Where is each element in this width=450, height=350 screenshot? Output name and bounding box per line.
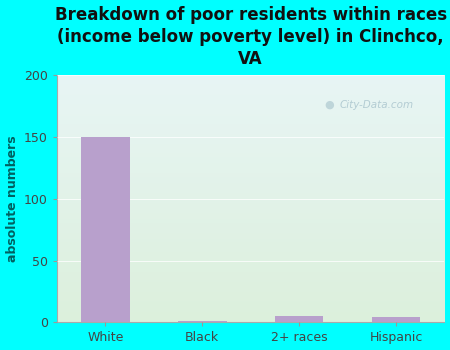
- Title: Breakdown of poor residents within races
(income below poverty level) in Clinchc: Breakdown of poor residents within races…: [54, 6, 447, 68]
- Bar: [372, 317, 420, 322]
- Text: City-Data.com: City-Data.com: [340, 100, 414, 110]
- Bar: [178, 321, 226, 322]
- Text: ●: ●: [324, 100, 334, 110]
- Bar: [81, 137, 130, 322]
- Y-axis label: absolute numbers: absolute numbers: [5, 135, 18, 262]
- Bar: [275, 316, 324, 322]
